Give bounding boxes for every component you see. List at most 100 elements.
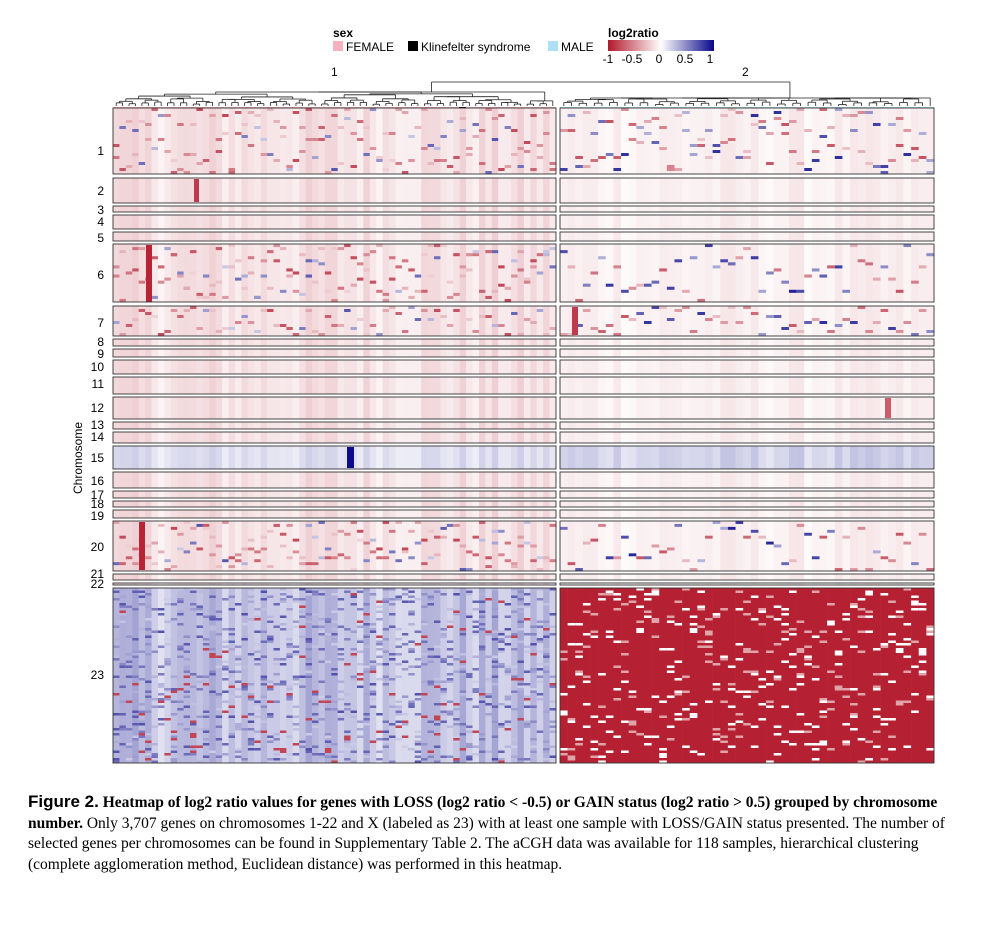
heatmap-column [788,232,797,241]
heatmap-column [382,422,390,429]
heatmap-column [827,339,836,346]
heatmap-column [811,206,820,212]
heatmap-cell [781,132,790,135]
heatmap-column [324,432,332,443]
heatmap-column [666,377,675,394]
heatmap-column [605,432,614,443]
heatmap-column [299,510,306,518]
heatmap-column [796,360,805,374]
heatmap-cell [183,675,191,678]
heatmap-column [850,422,858,429]
heatmap-column [305,232,313,241]
heatmap-cell [434,256,441,260]
heatmap-column [598,432,607,443]
heatmap-cell [804,129,813,132]
heatmap-column [659,491,668,498]
heatmap-column [903,108,912,174]
heatmap-column [621,360,629,374]
heatmap-column [466,501,473,507]
heatmap-cell [720,750,729,753]
heatmap-column [911,244,920,302]
heatmap-cell [119,613,127,616]
heatmap-column [804,178,813,203]
heatmap-cell [705,156,713,159]
heatmap-cell [408,623,416,626]
heatmap-column [318,574,326,580]
heatmap-column [427,215,435,229]
heatmap-cell [254,748,261,751]
heatmap-column [575,215,584,229]
heatmap-cell [788,590,797,593]
heatmap-column [758,422,767,429]
heatmap-cell [523,280,531,284]
heatmap-column [209,574,217,580]
heatmap-column [582,432,591,443]
heatmap-column [536,510,544,518]
heatmap-column [151,215,159,229]
heatmap-column [636,360,645,374]
heatmap-column [850,206,858,212]
heatmap-column [842,232,851,241]
heatmap-column [215,306,223,336]
heatmap-cell [286,698,294,701]
heatmap-cell [478,693,486,696]
heatmap-cell [337,625,345,628]
heatmap-cell [498,750,505,753]
heatmap-column [202,339,210,346]
heatmap-column [643,491,652,498]
heatmap-column [312,244,319,302]
heatmap-column [344,215,351,229]
heatmap-cell [337,698,345,701]
heatmap-cell [472,753,480,756]
heatmap-cell [279,588,287,591]
heatmap-column [119,244,127,302]
heatmap-column [697,501,706,507]
heatmap-cell [356,685,364,688]
heatmap-cell [440,628,448,631]
heatmap-column [459,306,467,336]
heatmap-column [170,244,178,302]
heatmap-column [621,432,629,443]
heatmap-column [273,521,281,571]
heatmap-column [202,432,210,443]
heatmap-column [170,491,178,498]
heatmap-cell [395,725,403,728]
heatmap-column [234,472,242,488]
heatmap-column [234,215,242,229]
heatmap-cell [427,750,435,753]
heatmap-column [613,377,622,394]
heatmap-cell [842,638,851,641]
heatmap-cell [382,745,390,748]
heatmap-column [209,215,217,229]
heatmap-column [523,588,531,763]
heatmap-cell [478,315,486,318]
heatmap-cell [247,111,255,114]
heatmap-cell [781,660,790,663]
heatmap-cell [356,318,364,321]
heatmap-column [209,422,217,429]
heatmap-cell [491,660,499,663]
heatmap-column [395,108,403,174]
heatmap-cell [446,523,454,527]
heatmap-cell [598,598,607,601]
heatmap-column [408,422,416,429]
heatmap-cell [145,753,152,756]
heatmap-cell [337,126,345,129]
heatmap-cell [331,610,339,613]
heatmap-column [260,178,268,203]
heatmap-cell [312,562,319,566]
heatmap-column [434,446,441,469]
heatmap-cell [119,298,127,302]
heatmap-column [918,422,927,429]
heatmap-cell [523,633,531,636]
heatmap-column [376,306,383,336]
heatmap-column [331,491,339,498]
heatmap-column [498,422,505,429]
heatmap-column [598,349,607,357]
heatmap-cell [247,695,255,698]
heatmap-column [857,178,866,203]
heatmap-column [491,521,499,571]
heatmap-column [628,472,637,488]
heatmap-cell [659,268,668,272]
heatmap-column [523,232,531,241]
